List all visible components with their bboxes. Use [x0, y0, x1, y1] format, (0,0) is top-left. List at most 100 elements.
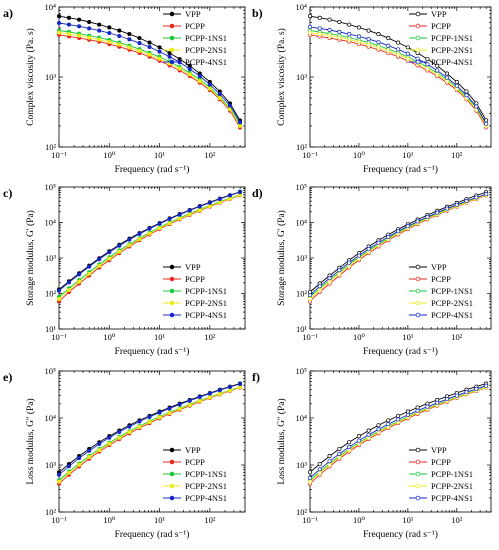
data-point [217, 96, 222, 101]
legend-label: PCPP [431, 21, 451, 31]
data-point [474, 386, 479, 391]
data-point [97, 448, 102, 453]
data-point [405, 409, 410, 414]
data-point [366, 246, 371, 251]
series-line [58, 194, 241, 298]
data-point [197, 399, 202, 404]
legend-marker [415, 11, 421, 17]
data-point [137, 48, 142, 53]
x-axis-label: Frequency (rad s⁻¹) [363, 346, 438, 357]
legend-label: PCPP-4NS1 [431, 57, 473, 67]
data-point [187, 72, 192, 77]
data-point [376, 40, 381, 45]
x-tick-label: 10⁰ [353, 515, 366, 525]
x-tick-label: 10¹ [402, 332, 414, 342]
data-point [167, 217, 172, 222]
legend-marker [415, 447, 421, 453]
x-tick-label: 10² [451, 332, 463, 342]
data-point [56, 296, 62, 302]
y-axis-label: Complex viscosity (Pa. s) [25, 28, 36, 126]
data-point [444, 397, 450, 402]
data-point [435, 63, 440, 68]
data-point [56, 30, 62, 35]
data-point [454, 393, 459, 398]
legend-marker [415, 495, 421, 501]
data-point [147, 40, 152, 45]
data-point [177, 402, 182, 407]
legend-label: PCPP-2NS1 [185, 481, 227, 491]
legend-label: PCPP-2NS1 [431, 298, 473, 308]
legend-marker [169, 11, 175, 17]
panel-label: b) [252, 6, 263, 20]
legend-marker [415, 471, 421, 477]
data-point [207, 200, 212, 205]
y-tick-label: 10³ [296, 72, 308, 82]
x-axis-label: Frequency (rad s⁻¹) [363, 529, 438, 540]
data-point [66, 15, 72, 20]
data-point [386, 43, 391, 48]
data-point [237, 381, 243, 387]
x-tick-label: 10² [204, 332, 216, 342]
data-point [217, 92, 222, 97]
data-point [435, 72, 440, 77]
data-point [454, 79, 459, 84]
data-point [147, 420, 152, 425]
data-point [77, 279, 82, 284]
data-point [464, 390, 469, 395]
data-point [405, 224, 410, 229]
data-point [415, 219, 420, 224]
data-point [366, 42, 371, 47]
data-point [347, 37, 352, 42]
data-point [376, 45, 381, 50]
data-point [56, 288, 62, 293]
data-point [157, 56, 162, 61]
data-point [366, 28, 371, 33]
data-point [97, 441, 102, 447]
data-point [147, 226, 152, 231]
data-point [177, 216, 182, 221]
data-point [464, 89, 469, 94]
legend-marker [169, 23, 175, 29]
legend-marker [169, 447, 175, 453]
data-point [386, 36, 391, 41]
chart-panel: b) 10⁻¹ 10⁰ 10¹ 10² 10² 10³ 10⁴ Frequency (rad s… [252, 2, 492, 175]
data-point [405, 51, 410, 56]
y-tick-label: 10¹ [45, 324, 57, 334]
data-point [147, 414, 152, 419]
data-point [107, 39, 112, 44]
data-point [107, 25, 112, 30]
legend-label: PCPP [185, 21, 205, 31]
x-tick-label: 10² [451, 515, 463, 525]
chart-panel: d) 10⁻¹ 10⁰ 10¹ 10² 10¹ 10² 10³ 10⁴ 10⁵ Frequency … [252, 182, 492, 357]
data-point [97, 37, 102, 42]
data-point [87, 455, 92, 460]
data-point [327, 33, 332, 38]
legend-label: PCPP-1NS1 [431, 286, 473, 296]
data-point [317, 15, 322, 20]
data-point [337, 19, 342, 25]
data-point [376, 32, 381, 37]
data-point [217, 200, 222, 205]
data-point [157, 221, 162, 226]
data-point [207, 204, 212, 209]
panel-label: d) [252, 186, 263, 200]
legend-marker [415, 47, 421, 53]
y-tick-label: 10⁴ [45, 2, 57, 12]
data-point [337, 29, 342, 35]
data-point [97, 22, 102, 27]
data-point [187, 402, 192, 408]
data-point [66, 32, 72, 37]
legend-label: PCPP-1NS1 [431, 469, 473, 479]
data-point [107, 435, 112, 440]
data-point [77, 272, 82, 277]
y-tick-label: 10⁴ [296, 413, 308, 423]
data-point [464, 93, 469, 98]
data-point [97, 28, 102, 33]
data-point [356, 438, 361, 443]
series-line [309, 385, 487, 479]
legend-label: VPP [431, 445, 447, 455]
series-line [309, 386, 487, 483]
data-point [307, 470, 313, 475]
data-point [327, 454, 332, 459]
data-point [484, 121, 489, 126]
